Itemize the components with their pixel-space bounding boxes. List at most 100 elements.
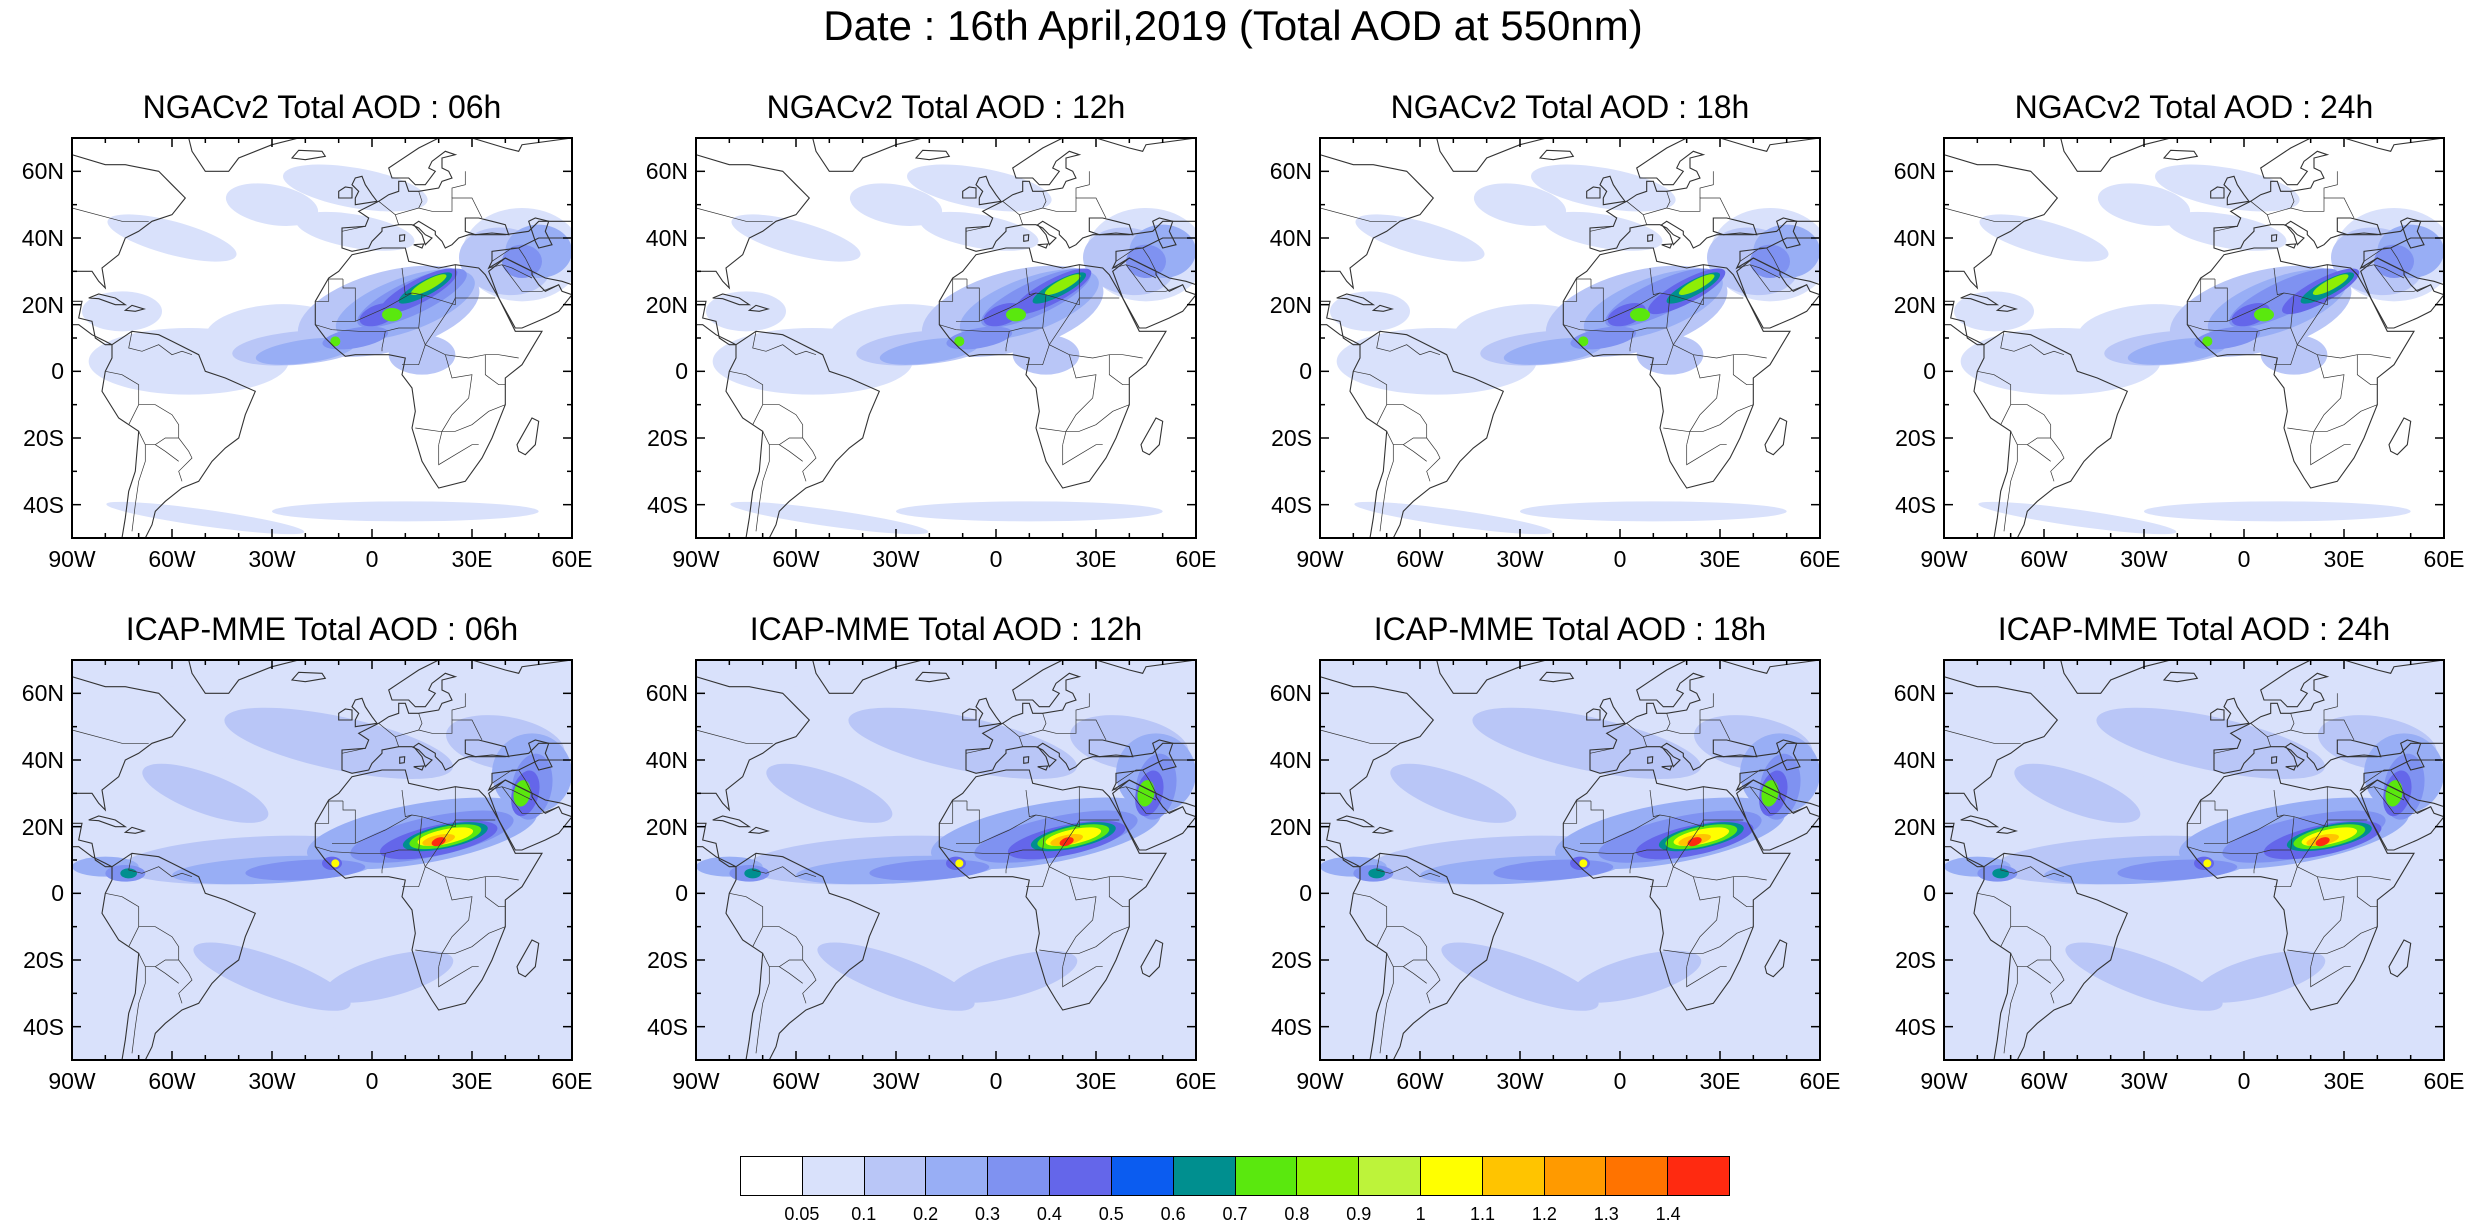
country-border (501, 264, 559, 292)
coastline-black-sea (1712, 217, 1758, 236)
country-border (1590, 801, 1604, 844)
aod-plume (107, 214, 237, 262)
coastline-great-britain (2223, 697, 2250, 728)
coastline-ireland (338, 708, 353, 721)
country-border (491, 247, 533, 272)
aod-plume (1544, 211, 1663, 251)
aod-plume (2203, 859, 2212, 868)
country-border (1108, 876, 1130, 908)
map-panel: NGACv2 Total AOD : 12h 90W 60W 30W 0 30E 60E 60… (646, 88, 1217, 572)
country-border (1403, 966, 1427, 984)
map-panel: ICAP-MME Total AOD : 06h 90W 60W 30W 0 30E 60E… (22, 610, 593, 1094)
country-border (1125, 264, 1183, 292)
country-border (332, 292, 496, 322)
coastline-greenland (812, 138, 923, 172)
panel-title: NGACv2 Total AOD : 18h (1390, 89, 1750, 125)
aod-plume (2097, 183, 2191, 226)
coastlines (1944, 138, 2444, 538)
country-border (415, 404, 506, 432)
country-border (401, 789, 413, 818)
country-border (1629, 331, 1634, 352)
coastline-greenland (188, 660, 299, 694)
x-tick-label: 30W (872, 1068, 920, 1094)
coastline-europe (341, 138, 572, 252)
country-border (1663, 926, 1754, 954)
country-border (2363, 769, 2405, 794)
x-tick-label: 30E (1075, 546, 1117, 572)
country-border (2360, 786, 2405, 801)
x-tick-label: 90W (1920, 1068, 1968, 1094)
colorbar-label: 0.5 (1098, 1204, 1124, 1224)
country-border (2310, 966, 2351, 988)
coastline-madagascar (516, 939, 540, 978)
coastlines (1320, 660, 1820, 1060)
y-tick-label: 20S (1895, 947, 1936, 973)
x-tick-label: 0 (1613, 546, 1627, 572)
country-border (1666, 191, 1671, 209)
aod-plume (1954, 291, 2034, 332)
aod-map (71, 659, 573, 1061)
y-tick-label: 40N (645, 225, 688, 251)
x-tick-label: 30W (2120, 1068, 2168, 1094)
y-tick-label: 40S (1271, 491, 1312, 518)
country-border (2000, 331, 2065, 356)
country-border (1320, 729, 1397, 744)
colorbar-swatch (1235, 1157, 1298, 1195)
coastline-great-britain (351, 697, 378, 728)
coastline-cuba (1336, 293, 1376, 306)
y-tick-label: 0 (1923, 358, 1936, 385)
coastline-madagascar (1140, 417, 1164, 456)
country-border (1062, 966, 1103, 988)
country-border (2213, 747, 2238, 754)
coastline-sardinia (1647, 756, 1654, 764)
aod-plume (410, 274, 447, 296)
map-panel: ICAP-MME Total AOD : 18h 90W 60W 30W 0 30E 60E… (1270, 610, 1841, 1094)
country-border (128, 853, 193, 878)
country-border (1650, 327, 1674, 366)
country-border (341, 225, 366, 232)
aod-map (695, 659, 1197, 1061)
x-tick-label: 60E (551, 546, 593, 572)
coastline-europe (1589, 138, 1820, 252)
x-tick-label: 60E (1799, 1068, 1841, 1094)
country-border (2187, 278, 2215, 302)
aod-plume (1390, 763, 1517, 823)
x-tick-label: 30E (1075, 1068, 1117, 1094)
x-tick-label: 60E (1175, 546, 1217, 572)
country-border (1112, 264, 1157, 279)
coastline-great-britain (975, 697, 1002, 728)
country-border (2363, 247, 2405, 272)
country-border (1039, 404, 1130, 432)
aod-plume (1472, 707, 1701, 779)
country-border (1589, 747, 1614, 754)
coastline-caspian (2400, 739, 2425, 771)
country-border (1042, 191, 1047, 209)
x-tick-label: 60W (148, 1068, 196, 1094)
y-tick-label: 0 (51, 358, 64, 385)
coastline-madagascar (1140, 939, 1164, 978)
country-border (488, 786, 533, 801)
aod-plume (1044, 274, 1081, 296)
coastline-caspian (1776, 739, 1801, 771)
coastline-hispaniola (1995, 304, 2018, 312)
x-tick-label: 30E (1699, 546, 1741, 572)
y-tick-label: 20N (21, 291, 64, 318)
colorbar-swatch (1359, 1157, 1421, 1195)
x-tick-label: 60W (1396, 1068, 1444, 1094)
aod-plume (1520, 501, 1787, 522)
country-border (131, 966, 146, 1054)
coastline-central-america (1320, 300, 1361, 346)
x-tick-label: 60E (2423, 546, 2465, 572)
aod-plume (1978, 501, 2177, 535)
country-border (1026, 327, 1050, 366)
coastline-central-america (696, 822, 737, 868)
coastline-greenland (812, 660, 923, 694)
axis-ticks (1319, 137, 1821, 539)
axis-ticks (1319, 659, 1821, 1061)
y-tick-label: 60N (21, 158, 64, 185)
coastline-middle-east (487, 759, 572, 808)
coastline-hispaniola (123, 826, 146, 834)
colorbar-swatch (802, 1157, 865, 1195)
aod-plume (1473, 183, 1567, 226)
coastline-madagascar (516, 417, 540, 456)
